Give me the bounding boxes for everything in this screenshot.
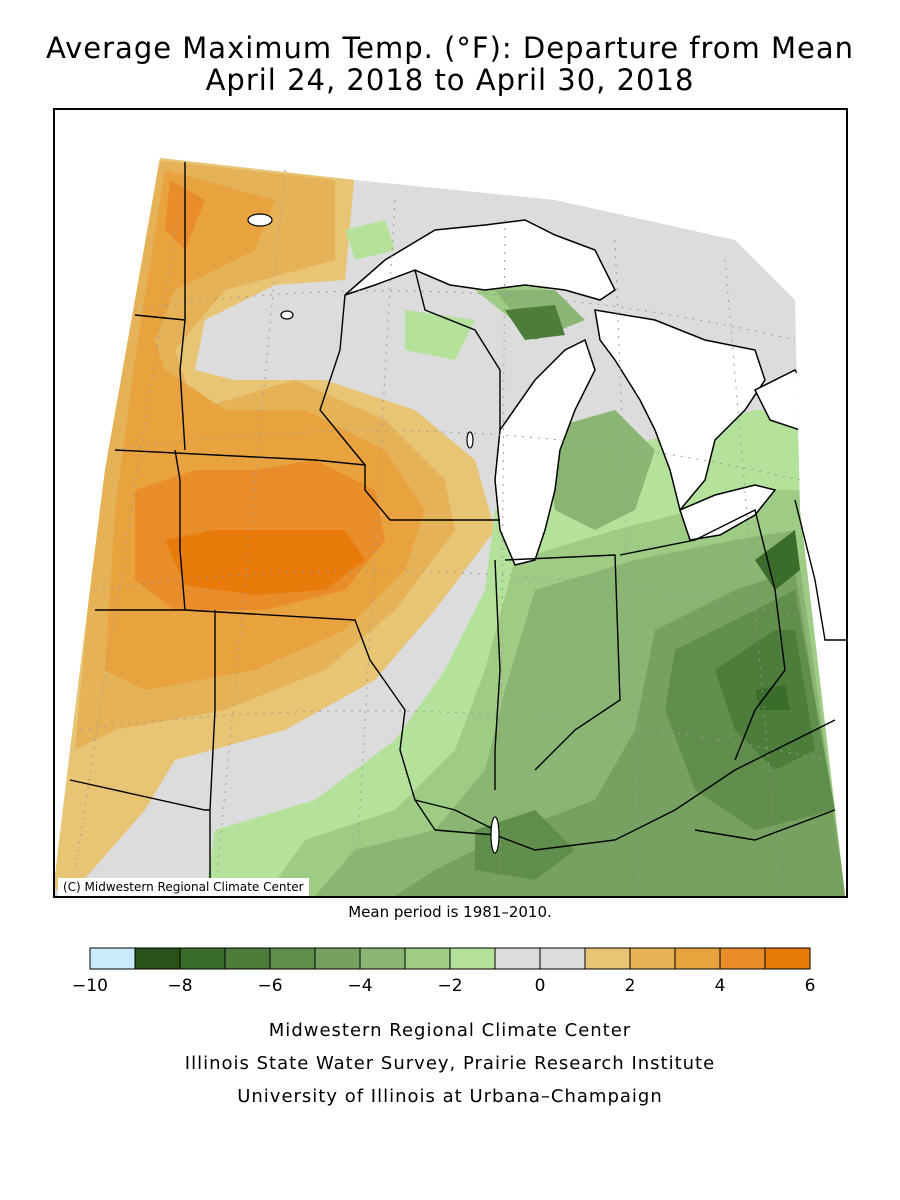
legend-bin-6 <box>359 947 406 970</box>
legend-tick-label: −8 <box>167 976 192 996</box>
legend-bin-13 <box>674 947 721 970</box>
state-boundaries <box>69 162 846 896</box>
islands <box>247 213 500 854</box>
legend-bin-7 <box>404 947 451 970</box>
footer-university: University of Illinois at Urbana–Champai… <box>237 1086 663 1107</box>
legend-bin-4 <box>269 947 316 970</box>
legend-bin-3 <box>224 947 271 970</box>
legend-tick-label: −4 <box>347 976 372 996</box>
mean-period-note: Mean period is 1981–2010. <box>348 903 552 921</box>
graticule <box>74 169 826 896</box>
legend-bin-1 <box>134 947 181 970</box>
legend-bin-15 <box>764 947 811 970</box>
legend-tick-label: 4 <box>715 976 726 996</box>
color-legend: −10 −8 −6 −4 −2 0 2 4 6 <box>72 947 816 996</box>
map-date-range: April 24, 2018 to April 30, 2018 <box>205 63 695 97</box>
cool-region-7 <box>755 530 800 710</box>
lake-erie <box>679 484 777 541</box>
legend-tick-label: 2 <box>625 976 636 996</box>
lake-huron <box>594 309 766 512</box>
legend-bin-11 <box>584 947 631 970</box>
legend-tick-label: −2 <box>437 976 462 996</box>
legend-tick-label: −6 <box>257 976 282 996</box>
legend-bin-9 <box>494 947 541 970</box>
warm-region-4 <box>135 180 385 610</box>
legend-tick-label: 0 <box>535 976 546 996</box>
map-title: Average Maximum Temp. (°F): Departure fr… <box>45 31 855 65</box>
legend-bin-10 <box>539 947 586 970</box>
legend-tick-label: −10 <box>72 976 108 996</box>
footer-organization: Midwestern Regional Climate Center <box>268 1020 632 1041</box>
footer-institute: Illinois State Water Survey, Prairie Res… <box>184 1053 716 1074</box>
legend-bin-2 <box>179 947 226 970</box>
legend-bin-12 <box>629 947 676 970</box>
map-credit: (C) Midwestern Regional Climate Center <box>58 878 309 896</box>
legend-bin-14 <box>719 947 766 970</box>
cool-region-6 <box>505 305 815 770</box>
legend-bin-0 <box>89 947 136 970</box>
lake-michigan <box>494 338 596 566</box>
legend-bin-8 <box>449 947 496 970</box>
legend-bin-5 <box>314 947 361 970</box>
temperature-departure-map <box>53 108 848 898</box>
lake-superior <box>344 219 616 301</box>
warm-region-5 <box>165 530 365 595</box>
legend-tick-label: 6 <box>805 976 816 996</box>
